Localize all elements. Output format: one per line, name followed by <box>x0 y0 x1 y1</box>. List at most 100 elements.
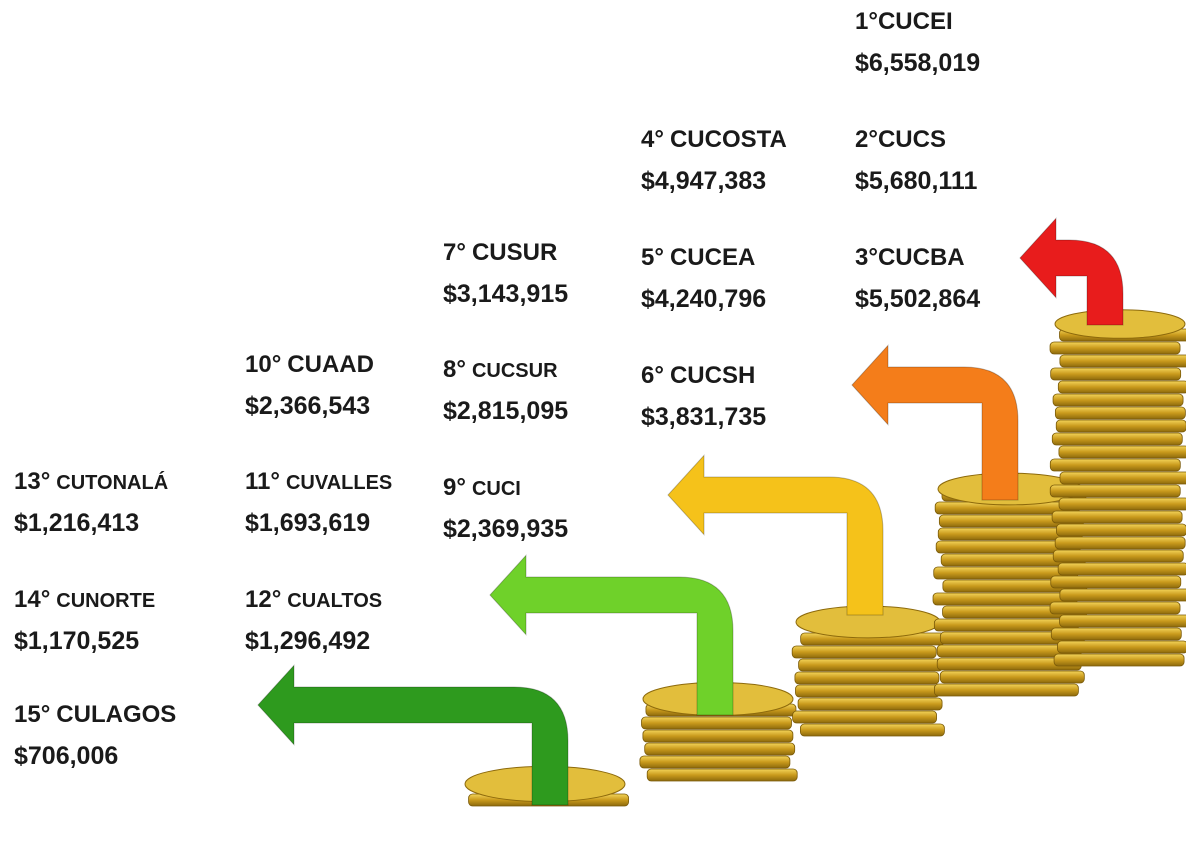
amount: $6,558,019 <box>855 44 980 82</box>
amount: $1,296,492 <box>245 622 382 660</box>
entry: 6°CUCSH $3,831,735 <box>641 357 766 436</box>
entry: 9° CUCI $2,369,935 <box>443 469 568 548</box>
coin-edge <box>1060 589 1186 601</box>
rank: 13° <box>14 468 50 495</box>
entry: 8° CUCSUR $2,815,095 <box>443 351 568 430</box>
entry: 15°CULAGOS $706,006 <box>14 696 176 775</box>
campus: CUCEI <box>878 8 953 35</box>
arrow <box>852 345 1018 500</box>
entry: 11° CUVALLES $1,693,619 <box>245 463 392 542</box>
coin-edge <box>1053 394 1183 406</box>
entry: 13° CUTONALÁ $1,216,413 <box>14 463 168 542</box>
rank: 15° <box>14 701 50 728</box>
campus: CUCSUR <box>472 360 558 382</box>
rank: 3° <box>855 244 878 271</box>
coin-edge <box>645 743 795 755</box>
campus: CULAGOS <box>56 701 176 728</box>
entry: 4°CUCOSTA $4,947,383 <box>641 121 787 200</box>
entry: 10°CUAAD $2,366,543 <box>245 346 374 425</box>
coin-edge <box>1055 407 1185 419</box>
coin-edge <box>1050 342 1180 354</box>
campus: CUSUR <box>472 239 557 266</box>
rank: 4° <box>641 126 664 153</box>
coin-edge <box>793 711 937 723</box>
infographic: 1°CUCEI$6,558,019 2°CUCS$5,680,111 3°CUC… <box>0 0 1186 842</box>
amount: $4,240,796 <box>641 280 766 318</box>
coin-edge <box>1058 563 1186 575</box>
rank: 9° <box>443 474 466 501</box>
coin-edge <box>795 672 939 684</box>
coin-edge <box>1051 628 1181 640</box>
coin-edge <box>1058 381 1186 393</box>
coin-edge <box>1055 537 1185 549</box>
amount: $2,369,935 <box>443 510 568 548</box>
coin-edge <box>647 769 797 781</box>
amount: $2,815,095 <box>443 392 568 430</box>
entry: 2°CUCS $5,680,111 <box>855 121 977 200</box>
campus: CUCI <box>472 478 521 500</box>
coin-edge <box>1060 355 1186 367</box>
coin-edge <box>934 684 1078 696</box>
entry: 7°CUSUR $3,143,915 <box>443 234 568 313</box>
rank: 6° <box>641 362 664 389</box>
coin-edge <box>792 646 936 658</box>
coin-edge <box>643 730 793 742</box>
entry: 12°CUALTOS$1,296,492 <box>245 581 382 660</box>
coin-edge <box>1050 485 1180 497</box>
coin-edge <box>799 659 943 671</box>
coin-edge <box>1056 524 1186 536</box>
amount: $5,502,864 <box>855 280 980 318</box>
amount: $1,170,525 <box>14 622 155 660</box>
amount: $1,216,413 <box>14 504 168 542</box>
coin-edge <box>795 685 939 697</box>
campus: CUCOSTA <box>670 126 787 153</box>
rank: 5° <box>641 244 664 271</box>
campus: CUCS <box>878 126 946 153</box>
coin-edge <box>640 756 790 768</box>
coin-edge <box>1060 615 1186 627</box>
entry: 3°CUCBA $5,502,864 <box>855 239 980 318</box>
coin-edge <box>1059 446 1186 458</box>
coin-edge <box>1056 420 1186 432</box>
amount: $3,831,735 <box>641 398 766 436</box>
campus: CUTONALÁ <box>56 472 168 494</box>
campus: CUVALLES <box>286 472 392 494</box>
coin-edge <box>1057 641 1186 653</box>
coin-edge <box>1052 511 1182 523</box>
coin-edge <box>1051 576 1181 588</box>
rank: 11° <box>245 468 280 495</box>
campus: CUCEA <box>670 244 755 271</box>
rank: 10° <box>245 351 281 378</box>
coin-edge <box>1060 472 1186 484</box>
arrow <box>1020 218 1123 325</box>
artwork <box>0 0 1186 842</box>
coin-edge <box>1059 498 1186 510</box>
coin-edge <box>798 698 942 710</box>
rank: 8° <box>443 356 466 383</box>
coin-edge <box>1052 433 1182 445</box>
rank: 1° <box>855 8 878 35</box>
amount: $3,143,915 <box>443 275 568 313</box>
rank: 7° <box>443 239 466 266</box>
amount: $5,680,111 <box>855 162 977 200</box>
coin-edge <box>1053 550 1183 562</box>
rank: 2° <box>855 126 878 153</box>
rank: 14° <box>14 586 50 613</box>
entry: 14° CUNORTE $1,170,525 <box>14 581 155 660</box>
campus: CUCBA <box>878 244 965 271</box>
coin-edge <box>800 724 944 736</box>
coin-edge <box>1050 459 1180 471</box>
coin-edge <box>940 671 1084 683</box>
amount: $4,947,383 <box>641 162 787 200</box>
coin-edge <box>1051 368 1181 380</box>
campus: CUNORTE <box>56 590 155 612</box>
coin-edge <box>642 717 792 729</box>
amount: $706,006 <box>14 737 176 775</box>
campus: CUAAD <box>287 351 374 378</box>
campus: CUCSH <box>670 362 755 389</box>
coin-edge <box>1054 654 1184 666</box>
amount: $1,693,619 <box>245 504 392 542</box>
amount: $2,366,543 <box>245 387 374 425</box>
coin-edge <box>1050 602 1180 614</box>
campus: CUALTOS <box>287 590 382 612</box>
